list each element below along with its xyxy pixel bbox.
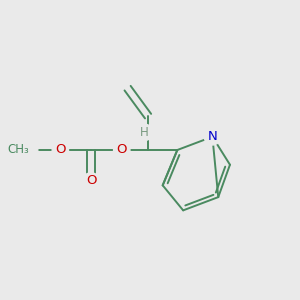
Circle shape [21,142,38,158]
Circle shape [204,128,220,145]
Text: O: O [116,143,127,157]
Circle shape [83,173,99,189]
Text: H: H [140,126,149,139]
Text: O: O [55,143,66,157]
Circle shape [114,142,130,158]
Text: CH₃: CH₃ [8,143,30,157]
Text: O: O [86,174,96,188]
Circle shape [136,124,153,141]
Text: N: N [208,130,217,143]
Circle shape [52,142,68,158]
